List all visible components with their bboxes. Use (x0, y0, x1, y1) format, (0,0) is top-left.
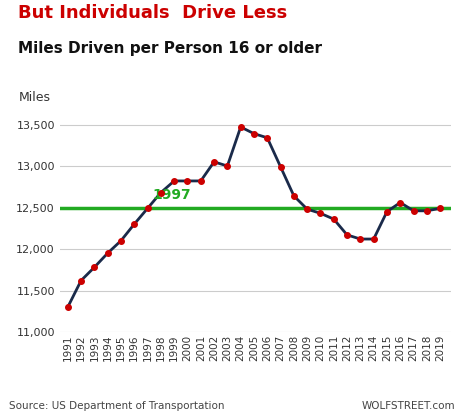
Text: Source: US Department of Transportation: Source: US Department of Transportation (9, 401, 224, 411)
Point (263, 134, 270, 141)
Text: WOLFSTREET.com: WOLFSTREET.com (361, 401, 454, 411)
Point (144, 205, 151, 212)
Point (409, 208, 416, 214)
Point (303, 206, 310, 212)
Point (64, 304, 71, 310)
Text: Miles: Miles (18, 91, 50, 104)
Point (290, 193, 297, 199)
Point (184, 178, 191, 184)
Point (276, 164, 284, 170)
Point (77, 277, 84, 284)
Point (396, 199, 403, 206)
Point (316, 210, 324, 217)
Point (223, 163, 230, 169)
Text: But Individuals  Drive Less: But Individuals Drive Less (18, 4, 287, 22)
Point (196, 178, 204, 184)
Point (170, 178, 178, 184)
Point (117, 237, 124, 244)
Point (356, 236, 363, 242)
Point (130, 221, 138, 227)
Point (236, 124, 244, 130)
Text: 1997: 1997 (152, 188, 191, 202)
Point (342, 232, 350, 238)
Point (104, 250, 111, 256)
Text: Miles Driven per Person 16 or older: Miles Driven per Person 16 or older (18, 42, 322, 56)
Point (90, 264, 98, 271)
Point (330, 216, 337, 222)
Point (157, 189, 164, 196)
Point (210, 159, 217, 165)
Point (436, 205, 443, 212)
Point (369, 236, 376, 242)
Point (382, 208, 390, 215)
Point (422, 208, 430, 214)
Point (250, 130, 257, 137)
